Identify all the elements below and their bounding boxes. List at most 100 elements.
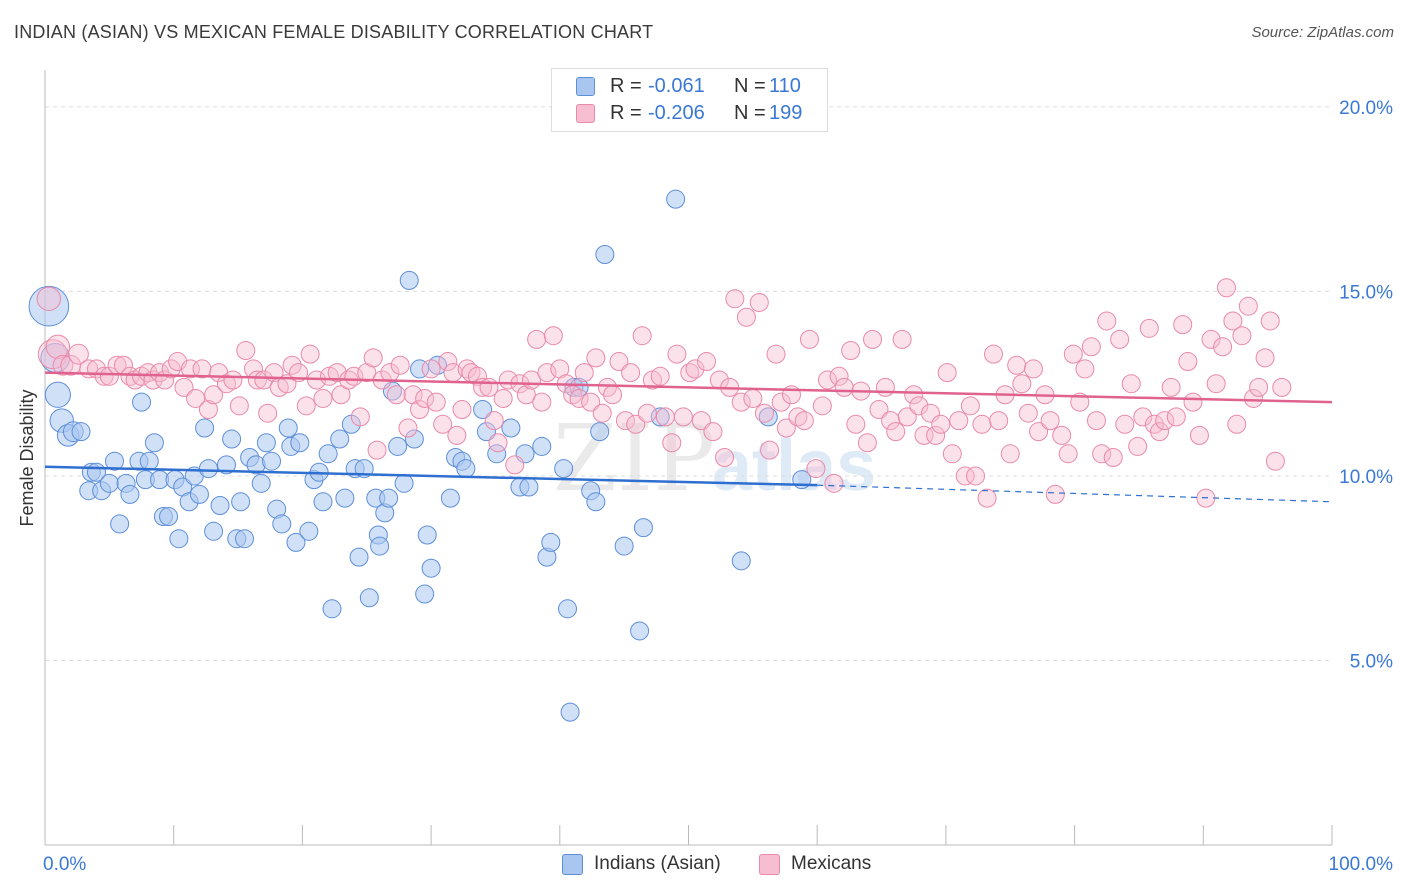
mexicans-point <box>650 366 670 386</box>
indians-point <box>290 433 310 453</box>
mexicans-point <box>68 343 89 365</box>
y-axis-title: Female Disability <box>17 389 37 526</box>
indians-point <box>558 599 578 619</box>
mexicans-point <box>977 488 997 508</box>
indians-point <box>251 473 271 493</box>
chart-title: INDIAN (ASIAN) VS MEXICAN FEMALE DISABIL… <box>14 22 654 42</box>
mexicans-point <box>1227 414 1247 434</box>
axes <box>44 70 1333 846</box>
indians-point <box>614 536 634 556</box>
mexicans-point <box>516 385 536 405</box>
mexicans-point <box>715 448 735 467</box>
mexicans-point <box>254 370 274 390</box>
indians-point <box>554 459 574 479</box>
indians-point <box>650 407 670 427</box>
mexicans-point <box>447 425 467 445</box>
indians-point <box>349 547 369 567</box>
mexicans-point <box>1139 318 1159 338</box>
mexicans-point <box>367 440 387 460</box>
mexicans-point <box>984 344 1004 364</box>
mexicans-point <box>410 400 430 420</box>
indians-point <box>256 433 276 453</box>
indians-point <box>379 488 399 508</box>
legend-n-label: N = <box>734 102 766 124</box>
mexicans-point <box>1260 311 1280 331</box>
mexicans-point <box>36 286 62 312</box>
mexicans-point <box>247 370 267 390</box>
mexicans-point <box>1232 326 1252 346</box>
legend-r-label: R = <box>610 75 642 97</box>
legend-r-label: R = <box>610 102 642 124</box>
indians-point <box>404 429 424 449</box>
mexicans-point <box>1121 374 1141 394</box>
indians-point <box>204 521 224 541</box>
indians-point <box>198 459 218 479</box>
mexicans-point <box>484 411 504 431</box>
mexicans-point <box>1249 377 1269 397</box>
mexicans-point <box>794 411 814 431</box>
mexicans-point <box>1255 348 1275 368</box>
mexicans-point <box>180 359 200 379</box>
mexicans-point <box>426 392 446 412</box>
indians-point <box>541 532 561 552</box>
mexicans-point <box>1265 451 1285 471</box>
indians-point <box>633 518 653 538</box>
mexicans-point <box>457 359 477 379</box>
indians-point <box>120 484 140 504</box>
indians-point <box>370 536 390 556</box>
mexicans-point <box>955 466 975 486</box>
mexicans-point <box>282 355 302 375</box>
y-tick-label: 15.0% <box>1339 282 1393 303</box>
mexicans-point <box>350 407 370 427</box>
indians-point <box>519 477 539 497</box>
mexicans-point <box>834 377 854 397</box>
indians-trend-line <box>44 465 818 487</box>
mexicans-point <box>1007 355 1027 375</box>
indians-point <box>313 492 333 512</box>
mexicans-point <box>743 388 763 408</box>
mexicans-point <box>897 407 917 427</box>
mexicans-point <box>1223 311 1243 331</box>
legend-swatch-mexicans <box>576 104 595 123</box>
mexicans-point <box>1128 436 1148 456</box>
mexicans-point <box>452 400 472 420</box>
mexicans-point <box>204 385 224 405</box>
indians-point <box>666 189 686 209</box>
mexicans-point <box>1023 359 1043 379</box>
indians-point <box>456 459 476 479</box>
mexicans-point <box>972 414 992 434</box>
mexicans-point <box>569 388 589 408</box>
mexicans-point <box>1086 411 1106 431</box>
y-tick-label: 10.0% <box>1339 467 1393 488</box>
mexicans-point <box>527 329 547 349</box>
mexicans-point <box>398 418 418 438</box>
mexicans-point <box>829 366 849 386</box>
mexicans-point <box>1063 344 1083 364</box>
mexicans-point <box>363 348 383 368</box>
mexicans-point <box>788 407 808 427</box>
indians-point <box>216 455 236 475</box>
mexicans-point <box>621 363 641 383</box>
mexicans-point <box>1150 422 1170 442</box>
mexicans-points <box>36 278 1292 508</box>
mexicans-point <box>1040 411 1060 431</box>
indians-point <box>99 473 119 493</box>
legend-n-value: 110 <box>769 75 801 97</box>
mexicans-point <box>574 363 594 383</box>
mexicans-point <box>632 326 652 346</box>
mexicans-point <box>258 403 278 423</box>
x-tick-label: 100.0% <box>1329 854 1394 875</box>
mexicans-point <box>725 289 745 309</box>
legend-n-label: N = <box>734 75 766 97</box>
indians-point <box>410 359 430 379</box>
mexicans-point <box>1052 425 1072 445</box>
mexicans-point <box>537 363 557 383</box>
indians-point <box>335 488 355 508</box>
mexicans-point <box>1115 414 1135 434</box>
x-tick-label: 0.0% <box>43 854 86 875</box>
mexicans-point <box>1189 425 1209 445</box>
indians-point <box>104 451 124 471</box>
indians-point <box>195 418 215 438</box>
mexicans-swatch <box>759 854 780 875</box>
mexicans-point <box>685 359 705 379</box>
